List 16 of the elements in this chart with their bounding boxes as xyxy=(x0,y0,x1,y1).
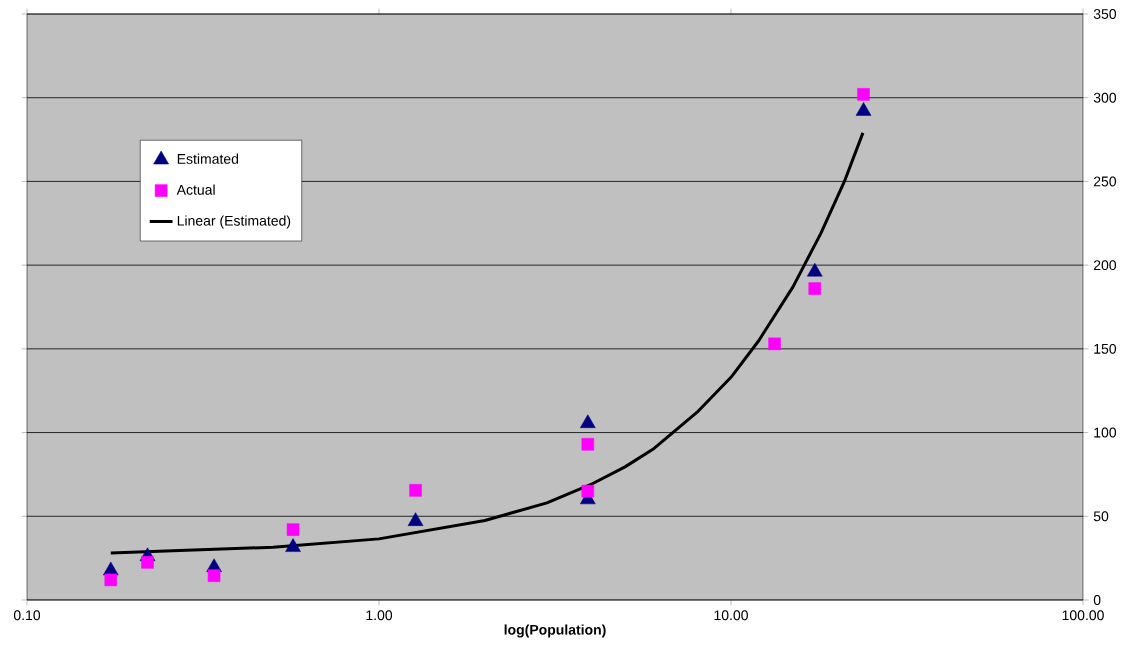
y-tick-label: 150 xyxy=(1094,343,1117,354)
legend-label: Actual xyxy=(176,184,215,195)
y-tick-label: 50 xyxy=(1093,511,1109,522)
legend-label: Linear (Estimated) xyxy=(177,215,291,229)
x-tick-label: 100.00 xyxy=(1062,610,1104,621)
y-tick-label: 100 xyxy=(1094,427,1117,438)
y-tick-label: 250 xyxy=(1093,176,1117,187)
x-tick-label: 10.00 xyxy=(714,610,748,621)
x-tick-label: 0.10 xyxy=(13,610,41,621)
y-tick-label: 350 xyxy=(1093,9,1117,19)
y-tick-label: 200 xyxy=(1093,260,1117,271)
legend-label: Estimated xyxy=(177,153,239,164)
y-tick-label: 300 xyxy=(1093,92,1117,103)
x-tick-label: 1.00 xyxy=(366,610,393,621)
y-tick-label: 0 xyxy=(1093,595,1101,605)
x-axis-title: log(Population) xyxy=(504,624,606,638)
